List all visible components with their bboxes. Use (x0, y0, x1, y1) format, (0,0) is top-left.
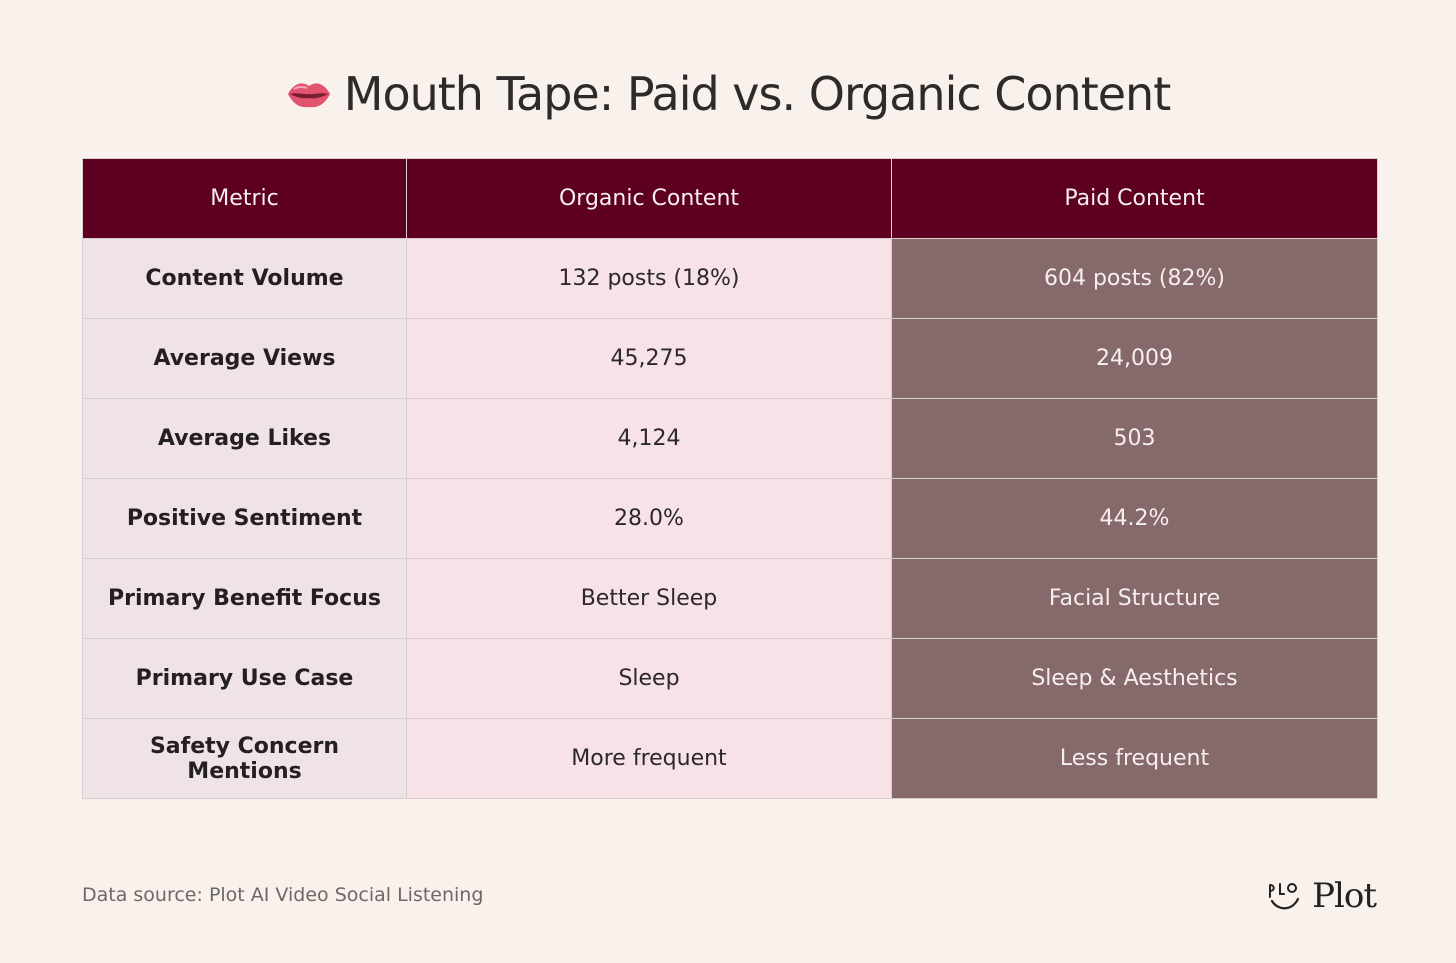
metric-cell: Average Likes (82, 398, 407, 479)
header-paid: Paid Content (891, 158, 1378, 239)
metric-cell: Content Volume (82, 238, 407, 319)
brand-logo: Plot (1266, 876, 1377, 916)
table-row: Primary Use Case Sleep Sleep & Aesthetic… (82, 638, 1378, 719)
data-source-note: Data source: Plot AI Video Social Listen… (82, 884, 484, 906)
metric-cell: Safety Concern Mentions (82, 718, 407, 799)
metric-cell: Primary Use Case (82, 638, 407, 719)
metric-cell: Positive Sentiment (82, 478, 407, 559)
organic-cell: Sleep (406, 638, 892, 719)
organic-cell: 28.0% (406, 478, 892, 559)
lips-icon (287, 83, 330, 108)
paid-cell: 44.2% (891, 478, 1378, 559)
paid-cell: Facial Structure (891, 558, 1378, 639)
paid-cell: Sleep & Aesthetics (891, 638, 1378, 719)
plot-logo-icon (1269, 883, 1300, 910)
organic-cell: 4,124 (406, 398, 892, 479)
paid-cell: 24,009 (891, 318, 1378, 399)
table-row: Average Likes 4,124 503 (82, 398, 1378, 479)
paid-cell: 503 (891, 398, 1378, 479)
table-header-row: Metric Organic Content Paid Content (82, 158, 1378, 239)
table-row: Positive Sentiment 28.0% 44.2% (82, 478, 1378, 559)
table-row: Safety Concern Mentions More frequent Le… (82, 718, 1378, 799)
paid-cell: Less frequent (891, 718, 1378, 799)
organic-cell: 45,275 (406, 318, 892, 399)
header-metric: Metric (82, 158, 407, 239)
metric-cell: Average Views (82, 318, 407, 399)
organic-cell: More frequent (406, 718, 892, 799)
title-row: Mouth Tape: Paid vs. Organic Content (0, 62, 1456, 126)
table-row: Content Volume 132 posts (18%) 604 posts… (82, 238, 1378, 319)
brand-name: Plot (1312, 876, 1377, 916)
organic-cell: Better Sleep (406, 558, 892, 639)
table-row: Average Views 45,275 24,009 (82, 318, 1378, 399)
header-organic: Organic Content (406, 158, 892, 239)
page-title: Mouth Tape: Paid vs. Organic Content (343, 67, 1171, 121)
comparison-table: Metric Organic Content Paid Content Cont… (82, 158, 1378, 799)
metric-cell: Primary Benefit Focus (82, 558, 407, 639)
paid-cell: 604 posts (82%) (891, 238, 1378, 319)
organic-cell: 132 posts (18%) (406, 238, 892, 319)
table-row: Primary Benefit Focus Better Sleep Facia… (82, 558, 1378, 639)
